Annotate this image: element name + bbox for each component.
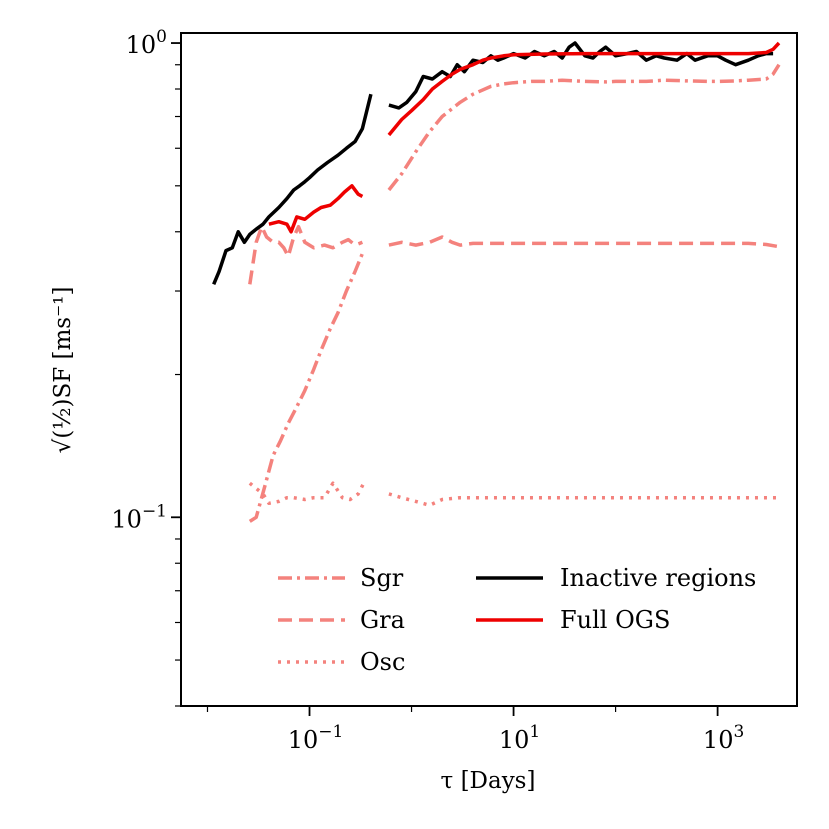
series-osc-segment-1 xyxy=(248,481,366,506)
series-inactive-regions-segment-1 xyxy=(212,93,373,285)
legend-label-full-ogs: Full OGS xyxy=(560,606,670,634)
y-tick-label: 10−1 xyxy=(111,501,167,533)
series-sgr-segment-1 xyxy=(248,252,365,523)
series-gra-segment-1 xyxy=(248,224,364,285)
series-full-ogs-segment-2 xyxy=(387,41,781,137)
axes-layer: 10−1 101 103 10−1 100 xyxy=(111,27,798,754)
series-full-ogs-segment-1 xyxy=(268,184,364,234)
y-axis-label: √(½)SF [ms⁻¹] xyxy=(50,287,76,454)
y-tick-label: 100 xyxy=(126,27,167,59)
legend-label-sgr: Sgr xyxy=(360,564,404,592)
legend-label-inactive: Inactive regions xyxy=(560,564,756,592)
legend-label-osc: Osc xyxy=(360,648,405,676)
series-sgr-segment-2 xyxy=(387,63,781,192)
svg-text:√(½)SF [ms⁻¹]: √(½)SF [ms⁻¹] xyxy=(50,287,76,454)
legend: Sgr Gra Osc Inactive regions Full OGS xyxy=(278,564,756,676)
x-tick-label: 10−1 xyxy=(288,722,344,754)
x-tick-label: 101 xyxy=(499,722,540,754)
legend-label-gra: Gra xyxy=(360,606,405,634)
x-axis-label: τ [Days] xyxy=(441,768,536,794)
series-gra-segment-2 xyxy=(388,235,780,249)
series-layer xyxy=(212,41,781,523)
x-tick-label: 103 xyxy=(703,722,744,754)
plot-frame xyxy=(180,32,798,707)
